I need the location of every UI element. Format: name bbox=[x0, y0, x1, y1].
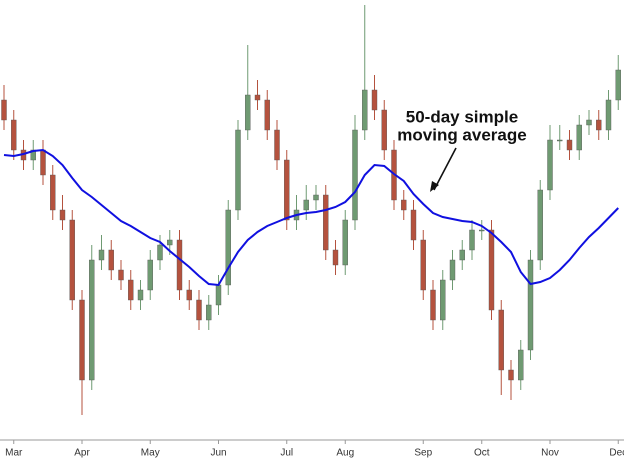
candle-body bbox=[596, 119, 602, 131]
candle-body bbox=[557, 139, 563, 142]
candle-body bbox=[128, 279, 134, 301]
x-tick-label: May bbox=[141, 448, 160, 459]
candle-body bbox=[1, 99, 7, 121]
candle-body bbox=[342, 219, 348, 266]
candle-body bbox=[488, 229, 495, 311]
candle-body bbox=[352, 129, 358, 221]
candle-body bbox=[98, 249, 105, 261]
candle-body bbox=[108, 249, 114, 271]
candle-body bbox=[303, 199, 309, 211]
x-tick-label: Jun bbox=[210, 448, 226, 459]
candle-body bbox=[566, 139, 573, 151]
x-tick-label: Aug bbox=[336, 448, 354, 459]
candle-body bbox=[79, 299, 85, 381]
x-tick-label: Oct bbox=[474, 448, 490, 459]
candle-body bbox=[459, 249, 465, 261]
x-tick-label: Mar bbox=[5, 448, 23, 459]
candle-body bbox=[245, 94, 251, 131]
moving-average-line bbox=[3, 148, 619, 287]
candle-body bbox=[89, 259, 95, 381]
candle-body bbox=[157, 244, 163, 261]
candle-body bbox=[118, 269, 124, 281]
candle-body bbox=[332, 249, 339, 266]
x-tick-label: Dec bbox=[609, 448, 624, 459]
candle-body bbox=[469, 229, 475, 251]
candle-body bbox=[264, 99, 270, 131]
candle-body bbox=[254, 94, 261, 101]
candle-body bbox=[313, 194, 319, 201]
x-tick-label: Jul bbox=[280, 448, 293, 459]
candle-body bbox=[576, 124, 582, 151]
annotation-line: 50-day simple bbox=[406, 107, 518, 126]
annotation-arrowhead bbox=[430, 181, 439, 192]
candle-body bbox=[235, 129, 241, 211]
x-tick-label: Nov bbox=[541, 448, 559, 459]
candle-body bbox=[11, 119, 17, 151]
candle-body bbox=[410, 209, 417, 241]
candle-body bbox=[547, 139, 553, 191]
candle-body bbox=[147, 259, 153, 291]
candle-body bbox=[225, 209, 231, 286]
candle-body bbox=[186, 289, 192, 301]
candle-body bbox=[401, 199, 407, 211]
annotation-arrow bbox=[433, 147, 457, 191]
x-tick-label: Apr bbox=[74, 448, 90, 459]
candle-body bbox=[40, 149, 46, 176]
candle-body bbox=[586, 119, 592, 126]
candle-body bbox=[430, 289, 436, 321]
candle-body bbox=[449, 259, 456, 281]
candle-body bbox=[206, 304, 212, 321]
candle-body bbox=[323, 194, 329, 251]
candle-body bbox=[362, 89, 368, 131]
candle-body bbox=[615, 69, 621, 101]
x-tick-label: Sep bbox=[414, 448, 432, 459]
candle-body bbox=[605, 99, 612, 131]
candle-body bbox=[167, 239, 173, 246]
candle-body bbox=[69, 219, 75, 301]
candle-body bbox=[440, 279, 446, 321]
candle-body bbox=[196, 299, 202, 321]
candle-body bbox=[527, 259, 534, 351]
candle-body bbox=[176, 239, 183, 291]
candle-body bbox=[371, 89, 378, 111]
candle-body bbox=[50, 174, 56, 211]
candle-body bbox=[284, 159, 290, 221]
candle-body bbox=[215, 284, 222, 306]
annotation-line: moving average bbox=[397, 125, 526, 144]
candle-body bbox=[508, 369, 514, 381]
candle-body bbox=[381, 109, 387, 151]
candle-body bbox=[274, 129, 280, 161]
candle-body bbox=[137, 289, 144, 301]
candle-body bbox=[518, 349, 524, 381]
candle-body bbox=[479, 229, 485, 232]
candle-body bbox=[59, 209, 66, 221]
candle-body bbox=[537, 189, 543, 261]
candle-body bbox=[498, 309, 504, 371]
candle-body bbox=[420, 239, 426, 291]
